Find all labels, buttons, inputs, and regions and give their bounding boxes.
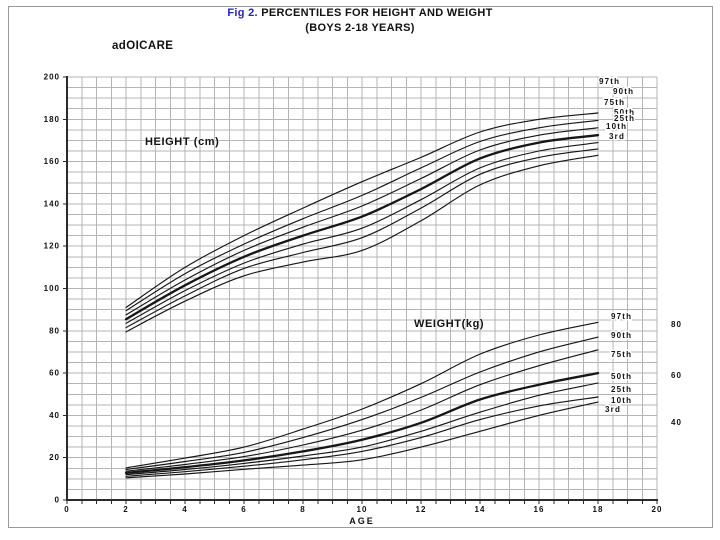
figure-number: Fig 2. — [227, 7, 258, 19]
height-curve-97th — [125, 112, 599, 309]
weight-percentile-label-25th: 25th — [611, 385, 632, 394]
height-percentile-label-90th: 90th — [613, 87, 634, 96]
x-axis-title: AGE — [349, 516, 375, 526]
weight-series-label: WEIGHT(kg) — [414, 318, 485, 330]
height-percentile-label-3rd: 3rd — [609, 132, 625, 141]
height-percentile-label-97th: 97th — [599, 77, 620, 86]
x-axis-tick-label: 18 — [593, 505, 604, 514]
height-percentile-label-25th: 25th — [614, 114, 635, 123]
right-axis-tick-label: 60 — [671, 371, 682, 380]
height-series-label: HEIGHT (cm) — [145, 136, 220, 148]
height-curve-50th — [124, 134, 600, 321]
height-curve-75th — [125, 127, 599, 316]
weight-percentile-label-10th: 10th — [611, 396, 632, 405]
y-axis-tick-label: 40 — [49, 411, 60, 420]
y-axis-tick-label: 140 — [44, 199, 60, 208]
y-axis-tick-label: 120 — [44, 242, 60, 251]
weight-curve-10th — [125, 396, 599, 477]
height-curve-10th — [125, 148, 599, 329]
y-axis-tick-label: 200 — [44, 73, 60, 82]
brand-label: adOICARE — [112, 40, 174, 52]
weight-curve-97th — [125, 321, 599, 469]
x-axis-tick-label: 20 — [652, 505, 663, 514]
right-axis-tick-label: 40 — [671, 418, 682, 427]
y-axis-tick-label: 80 — [49, 326, 60, 335]
height-percentile-label-50th: 50th — [614, 108, 635, 117]
x-axis-tick-label: 12 — [416, 505, 427, 514]
y-axis-tick-label: 0 — [55, 496, 60, 505]
weight-curve-50th — [124, 371, 600, 475]
weight-curve-90th — [125, 336, 599, 471]
weight-curve-3rd — [125, 401, 599, 479]
figure-title-text: PERCENTILES FOR HEIGHT AND WEIGHT — [257, 7, 493, 19]
weight-percentile-label-3rd: 3rd — [605, 405, 621, 414]
weight-curve-25th — [125, 382, 599, 476]
x-axis-tick-label: 2 — [123, 505, 128, 514]
y-axis-tick-label: 100 — [44, 284, 60, 293]
x-axis-tick-label: 0 — [64, 505, 69, 514]
weight-percentile-label-97th: 97th — [611, 312, 632, 321]
y-axis-tick-label: 180 — [44, 115, 60, 124]
height-percentile-label-10th: 10th — [606, 122, 627, 131]
weight-percentile-label-90th: 90th — [611, 331, 632, 340]
y-axis-tick-label: 20 — [49, 453, 60, 462]
height-curve-3rd — [125, 154, 599, 333]
weight-percentile-label-50th: 50th — [611, 372, 632, 381]
weight-curve-75th — [125, 349, 599, 472]
y-axis-tick-label: 60 — [49, 369, 60, 378]
x-axis-tick-label: 6 — [241, 505, 246, 514]
weight-percentile-label-75th: 75th — [611, 350, 632, 359]
x-axis-tick-label: 4 — [182, 505, 187, 514]
height-percentile-label-75th: 75th — [604, 98, 625, 107]
figure-subtitle: (BOYS 2-18 YEARS) — [305, 22, 415, 34]
figure-title: Fig 2. PERCENTILES FOR HEIGHT AND WEIGHT — [0, 7, 720, 19]
x-axis-tick-label: 10 — [357, 505, 368, 514]
height-curve-90th — [125, 119, 599, 312]
x-axis-tick-label: 8 — [300, 505, 305, 514]
y-axis-tick-label: 160 — [44, 157, 60, 166]
x-axis-tick-label: 16 — [534, 505, 545, 514]
x-axis-tick-label: 14 — [475, 505, 486, 514]
right-axis-tick-label: 80 — [671, 320, 682, 329]
height-curve-25th — [125, 142, 599, 324]
